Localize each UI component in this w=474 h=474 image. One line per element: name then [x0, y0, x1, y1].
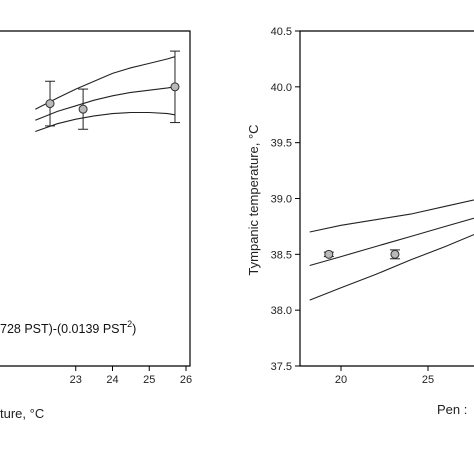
right-y-tick-label-4: 39.5 — [271, 138, 292, 150]
left-lower-band — [35, 111, 176, 133]
right-upper-band — [309, 199, 474, 233]
left-x-tick-label-0: 23 — [70, 374, 82, 386]
left-data-points — [45, 50, 180, 130]
left-x-tick-label-1: 24 — [106, 374, 118, 386]
left-axis-frame — [0, 30, 191, 367]
left-fit-line — [35, 86, 176, 121]
right-fit-curves — [309, 199, 474, 301]
left-regression-equation-tail: ) — [132, 322, 136, 336]
right-y-tick-label-3: 39.0 — [271, 194, 292, 206]
left-x-ticks: 23 24 25 26 — [70, 366, 192, 386]
right-x-ticks: 20 25 — [335, 366, 434, 386]
right-x-tick-label-0: 20 — [335, 374, 347, 386]
right-x-tick-label-1: 25 — [422, 374, 434, 386]
right-y-tick-label-5: 40.0 — [271, 82, 292, 94]
right-panel: 37.538.038.539.039.540.040.5 20 25 Tympan… — [246, 26, 474, 417]
left-x-tick-label-3: 26 — [180, 374, 192, 386]
left-x-tick-label-2: 25 — [143, 374, 155, 386]
right-x-axis-label: Pen : — [437, 402, 467, 417]
left-data-point-1 — [78, 104, 88, 114]
right-axis-frame — [299, 30, 474, 367]
right-y-tick-label-0: 37.5 — [271, 361, 292, 373]
right-y-tick-label-6: 40.5 — [271, 26, 292, 38]
right-y-tick-label-1: 38.0 — [271, 305, 292, 317]
left-data-point-0 — [45, 99, 55, 109]
right-data-points — [323, 249, 400, 260]
left-upper-band — [35, 56, 176, 110]
left-regression-equation-superscript: 2 — [127, 319, 132, 329]
right-data-point-1 — [390, 249, 400, 259]
right-fit-line — [309, 217, 474, 267]
left-regression-equation-main: 728 PST)-(0.0139 PST — [0, 322, 128, 336]
right-lower-band — [309, 233, 474, 301]
left-x-axis-label: ture, °C — [0, 406, 44, 421]
left-panel: 23 24 25 26 ture, °C 728 PST)-(0.0139 PST2) — [0, 30, 192, 421]
right-y-axis-label: Tympanic temperature, °C — [246, 124, 261, 275]
left-fit-curves — [35, 56, 176, 133]
left-regression-equation: 728 PST)-(0.0139 PST2) — [0, 319, 136, 336]
left-data-point-2 — [170, 82, 180, 92]
right-y-tick-label-2: 38.5 — [271, 249, 292, 261]
right-data-point-0 — [324, 249, 334, 259]
right-y-ticks: 37.5 38.0 38.5 39.0 39.5 40.0 40.5 — [271, 26, 300, 373]
